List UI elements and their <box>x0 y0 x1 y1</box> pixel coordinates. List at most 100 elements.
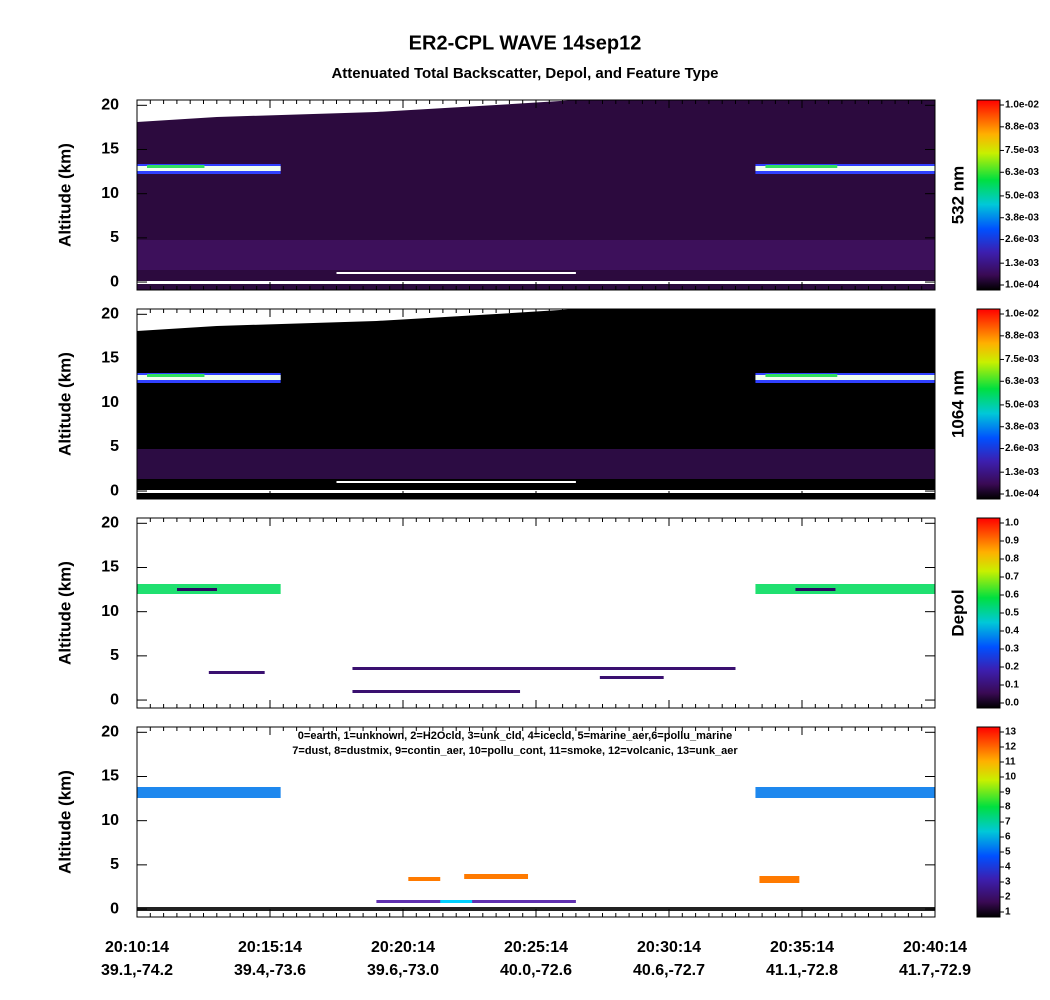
colorbar-tick-label: 1 <box>1005 907 1011 918</box>
colorbar-label: 532 nm <box>948 166 967 225</box>
y-tick-label: 0 <box>110 273 119 290</box>
colorbar-tick-label: 5.0e-03 <box>1005 191 1039 202</box>
aerosol <box>352 690 521 693</box>
y-axis-label: Altitude (km) <box>55 143 74 247</box>
cloud <box>137 166 281 171</box>
colorbar-tick-label: 1.0e-02 <box>1005 100 1039 111</box>
aerosol <box>599 676 664 679</box>
annotation: 7=dust, 8=dustmix, 9=contin_aer, 10=poll… <box>292 745 738 757</box>
aerosol <box>464 874 529 879</box>
colorbar-tick-label: 5.0e-03 <box>1005 400 1039 411</box>
colorbar-tick-label: 2 <box>1005 892 1011 903</box>
y-tick-label: 10 <box>101 812 119 829</box>
x-tick-label: 20:15:14 <box>238 939 302 956</box>
colorbar-tick-label: 1.0 <box>1005 518 1019 529</box>
surface-return <box>336 272 576 274</box>
y-tick-label: 20 <box>101 515 119 532</box>
colorbar-tick-label: 0.3 <box>1005 644 1019 655</box>
y-tick-label: 5 <box>110 856 119 873</box>
colorbar <box>976 517 1001 709</box>
surface-return <box>336 481 576 483</box>
colorbar-tick-label: 8.8e-03 <box>1005 330 1039 341</box>
cloud <box>137 375 281 380</box>
aerosol <box>376 900 576 903</box>
chart-title: ER2-CPL WAVE 14sep12 <box>409 32 642 54</box>
y-axis-label: Altitude (km) <box>55 770 74 874</box>
colorbar-tick-label: 6.3e-03 <box>1005 167 1039 178</box>
colorbar-tick-label: 2.6e-03 <box>1005 234 1039 245</box>
cloud <box>147 374 205 377</box>
colorbar-tick-label: 0.9 <box>1005 536 1019 547</box>
aerosol <box>408 877 441 881</box>
colorbar <box>976 308 1001 500</box>
colorbar-tick-label: 7.5e-03 <box>1005 354 1039 365</box>
colorbar-tick-label: 12 <box>1005 742 1017 753</box>
colorbar-tick-label: 0.6 <box>1005 590 1019 601</box>
x-tick-location: 40.0,-72.6 <box>500 962 572 979</box>
x-tick-label: 20:40:14 <box>903 939 967 956</box>
cloud <box>147 165 205 168</box>
aerosol <box>352 667 736 670</box>
y-tick-label: 15 <box>101 350 119 367</box>
colorbar-tick-label: 4 <box>1005 862 1011 873</box>
x-tick-location: 41.7,-72.9 <box>899 962 971 979</box>
y-tick-label: 5 <box>110 647 119 664</box>
x-tick-label: 20:30:14 <box>637 939 701 956</box>
x-tick-label: 20:35:14 <box>770 939 834 956</box>
y-tick-label: 0 <box>110 691 119 708</box>
colorbar-tick-label: 3.8e-03 <box>1005 212 1039 223</box>
y-axis-label: Altitude (km) <box>55 561 74 665</box>
x-tick-label: 20:20:14 <box>371 939 435 956</box>
y-tick-label: 15 <box>101 768 119 785</box>
cloud <box>765 374 838 377</box>
y-tick-label: 0 <box>110 900 119 917</box>
x-tick-location: 39.1,-74.2 <box>101 962 173 979</box>
above-aircraft <box>137 100 576 122</box>
y-tick-label: 0 <box>110 482 119 499</box>
x-tick-location: 39.6,-73.0 <box>367 962 439 979</box>
aerosol <box>208 671 265 674</box>
colorbar-tick-label: 10 <box>1005 772 1017 783</box>
y-tick-label: 20 <box>101 724 119 741</box>
y-tick-label: 10 <box>101 603 119 620</box>
x-tick-location: 39.4,-73.6 <box>234 962 306 979</box>
colorbar-tick-label: 0.5 <box>1005 608 1019 619</box>
colorbar-tick-label: 2.6e-03 <box>1005 443 1039 454</box>
colorbar-tick-label: 13 <box>1005 727 1017 738</box>
colorbar-tick-label: 0.2 <box>1005 662 1019 673</box>
cloud <box>755 787 935 798</box>
colorbar-tick-label: 1.3e-03 <box>1005 258 1039 269</box>
y-tick-label: 5 <box>110 229 119 246</box>
plot-frame <box>136 517 936 709</box>
colorbar-tick-label: 0.7 <box>1005 572 1019 583</box>
cloud <box>755 166 935 171</box>
y-tick-label: 20 <box>101 97 119 114</box>
colorbar-tick-label: 1.0e-04 <box>1005 489 1039 500</box>
colorbar-tick-label: 0.1 <box>1005 680 1019 691</box>
cloud <box>137 787 281 798</box>
above-aircraft <box>137 309 576 331</box>
colorbar <box>976 726 1001 918</box>
colorbar-tick-label: 7 <box>1005 817 1011 828</box>
annotation: 0=earth, 1=unknown, 2=H2Ocld, 3=unk_cld,… <box>298 730 732 742</box>
cloud <box>765 165 838 168</box>
aerosol <box>759 876 800 883</box>
colorbar-tick-label: 11 <box>1005 757 1016 768</box>
aerosol-layer <box>137 240 935 270</box>
colorbar-tick-label: 3.8e-03 <box>1005 421 1039 432</box>
colorbar-tick-label: 8.8e-03 <box>1005 121 1039 132</box>
y-tick-label: 20 <box>101 306 119 323</box>
colorbar-tick-label: 0.4 <box>1005 626 1019 637</box>
colorbar-tick-label: 0.0 <box>1005 698 1019 709</box>
colorbar-tick-label: 5 <box>1005 847 1011 858</box>
colorbar-tick-label: 7.5e-03 <box>1005 145 1039 156</box>
x-tick-location: 41.1,-72.8 <box>766 962 838 979</box>
colorbar-tick-label: 1.0e-04 <box>1005 280 1039 291</box>
cloud <box>755 584 935 594</box>
colorbar <box>976 99 1001 291</box>
y-tick-label: 15 <box>101 141 119 158</box>
colorbar-tick-label: 3 <box>1005 877 1011 888</box>
colorbar-tick-label: 9 <box>1005 787 1011 798</box>
colorbar-tick-label: 1.3e-03 <box>1005 467 1039 478</box>
